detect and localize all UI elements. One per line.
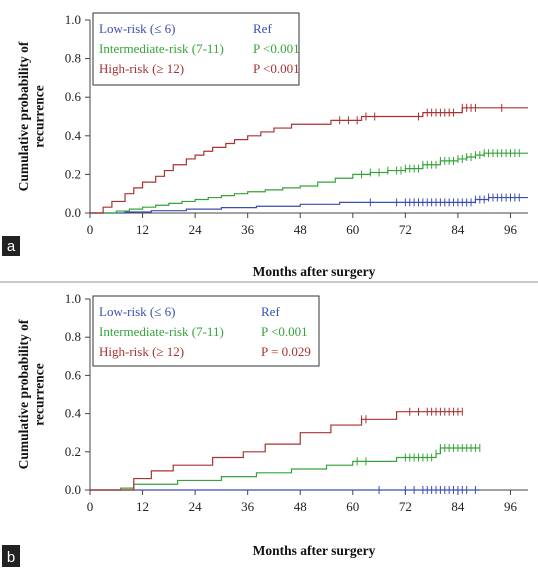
chart-b-svg: 0.0 0.2 0.4 0.6 0.8 1.0 0 12 24 36 48 60 72 84 96 Month… [2, 291, 528, 567]
y-tick-label: 0.6 [65, 367, 82, 382]
x-tick-label: 72 [399, 499, 412, 514]
legend-box [92, 12, 300, 86]
x-tick-label: 72 [399, 222, 412, 237]
y-tick-label: 0.0 [65, 205, 81, 220]
legend-label: Intermediate-risk (7-11) [99, 41, 224, 56]
x-tick-label: 24 [189, 222, 203, 237]
series-line [90, 107, 528, 214]
x-tick-label: 84 [451, 222, 465, 237]
y-tick-label: 0.8 [65, 329, 81, 344]
series-line [90, 411, 463, 491]
legend-stat: P <0.001 [253, 41, 300, 56]
legend-label: Intermediate-risk (7-11) [99, 324, 224, 339]
x-tick-label: 0 [87, 222, 94, 237]
legend-stat: P <0.001 [261, 324, 308, 339]
x-tick-label: 60 [346, 499, 359, 514]
panel-tag-label: a [7, 238, 16, 255]
legend-stat: Ref [253, 21, 272, 36]
x-tick-label: 84 [451, 499, 465, 514]
panel-a: 0.0 0.2 0.4 0.6 0.8 1.0 0 12 24 36 48 60 72 84 96 Month… [0, 0, 538, 282]
x-axis-title: Months after surgery [253, 264, 376, 279]
series-line [90, 152, 528, 214]
x-tick-label: 60 [346, 222, 359, 237]
y-tick-label: 0.6 [65, 89, 82, 104]
legend-stat: P <0.001 [253, 61, 300, 76]
x-axis-title: Months after surgery [253, 543, 376, 558]
y-tick-label: 0.4 [65, 406, 82, 421]
y-tick-label: 0.2 [65, 166, 81, 181]
x-tick-label: 36 [241, 499, 255, 514]
legend-label: Low-risk (≤ 6) [99, 21, 175, 36]
legend-label: High-risk (≥ 12) [99, 344, 184, 359]
y-tick-label: 0.0 [65, 482, 81, 497]
legend-stat: Ref [261, 304, 280, 319]
y-tick-label: 0.4 [65, 128, 82, 143]
y-tick-label: 0.8 [65, 51, 81, 66]
x-tick-label: 96 [504, 222, 518, 237]
panel-tag [2, 236, 20, 256]
y-tick-label: 1.0 [65, 291, 81, 306]
legend-label: High-risk (≥ 12) [99, 61, 184, 76]
panel-tag-label: b [7, 549, 15, 566]
x-tick-label: 24 [189, 499, 203, 514]
x-tick-label: 48 [294, 222, 307, 237]
x-tick-label: 96 [504, 499, 518, 514]
legend-label: Low-risk (≤ 6) [99, 304, 175, 319]
series-line [90, 447, 480, 491]
y-axis-title: Cumulative probability ofrecurrence [16, 319, 47, 469]
y-tick-label: 1.0 [65, 12, 81, 27]
legend-box [92, 295, 320, 367]
x-tick-label: 36 [241, 222, 255, 237]
x-tick-label: 12 [136, 499, 149, 514]
chart-a-svg: 0.0 0.2 0.4 0.6 0.8 1.0 0 12 24 36 48 60 72 84 96 Month… [2, 12, 528, 279]
panel-b: 0.0 0.2 0.4 0.6 0.8 1.0 0 12 24 36 48 60 72 84 96 Month… [0, 283, 538, 569]
panel-divider [0, 281, 538, 283]
legend-stat: P = 0.029 [261, 344, 311, 359]
y-axis-title: Cumulative probability ofrecurrence [16, 41, 47, 191]
x-tick-label: 12 [136, 222, 149, 237]
x-tick-label: 48 [294, 499, 307, 514]
y-tick-label: 0.2 [65, 444, 81, 459]
panel-tag [2, 545, 20, 567]
x-tick-label: 0 [87, 499, 94, 514]
